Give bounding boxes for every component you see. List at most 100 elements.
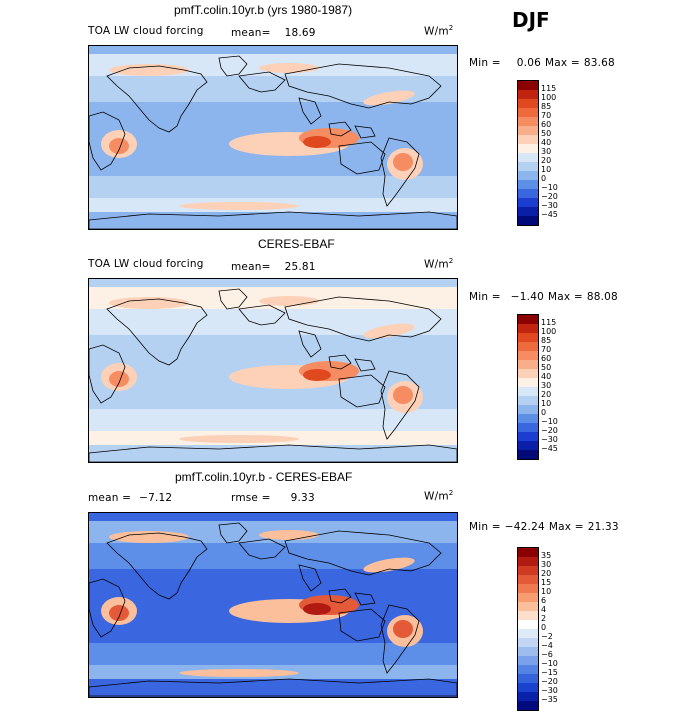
contour-region xyxy=(179,202,299,210)
colorbar-swatch xyxy=(518,584,538,593)
contour-region xyxy=(109,64,189,76)
coastline xyxy=(380,137,420,207)
contour-region xyxy=(303,603,331,615)
colorbar-swatch xyxy=(518,629,538,638)
colorbar-tick-label: 4 xyxy=(541,605,547,614)
colorbar-tick-label: 40 xyxy=(541,138,552,147)
panel2-mean: mean= 25.81 xyxy=(231,261,316,273)
contour-region xyxy=(179,435,299,443)
colorbar-swatch xyxy=(518,189,538,198)
coastline xyxy=(338,141,386,175)
panel1-mean: mean= 18.69 xyxy=(231,27,316,39)
colorbar-tick-label: 85 xyxy=(541,102,552,111)
colorbar-swatch xyxy=(518,351,538,360)
contour-region xyxy=(109,138,129,154)
colorbar-tick-label: 40 xyxy=(541,372,552,381)
colorbar-tick-label: −10 xyxy=(541,417,558,426)
colorbar-tick-label: 2 xyxy=(541,614,547,623)
colorbar-swatch xyxy=(518,432,538,441)
colorbar-tick-label: 0 xyxy=(541,623,547,632)
colorbar-swatch xyxy=(518,198,538,207)
coastline xyxy=(89,111,126,171)
colorbar-tick-label: 30 xyxy=(541,381,552,390)
colorbar-tick-label: 70 xyxy=(541,111,552,120)
colorbar-swatch xyxy=(518,557,538,566)
colorbar-swatches xyxy=(517,547,539,711)
colorbar-swatch xyxy=(518,387,538,396)
coastline xyxy=(89,678,457,697)
coastline xyxy=(354,592,376,606)
colorbar-tick-label: 100 xyxy=(541,93,557,102)
panel2-minmax: Min = −1.40 Max = 88.08 xyxy=(469,291,618,303)
coastline xyxy=(89,211,457,229)
contour-region xyxy=(109,371,129,387)
panel3-colorbar: 35 30 20 15 10 6 4 2 0 −2 −4 −6 −10 −15 −20 −30 −35 xyxy=(517,547,558,711)
colorbar-tick-label: −20 xyxy=(541,426,558,435)
colorbar-swatch xyxy=(518,162,538,171)
contour-region xyxy=(393,620,413,638)
colorbar-tick-label: 15 xyxy=(541,578,552,587)
colorbar-swatch xyxy=(518,135,538,144)
coastline xyxy=(89,578,126,638)
colorbar-swatch xyxy=(518,126,538,135)
colorbar-swatch xyxy=(518,207,538,216)
coastline xyxy=(284,63,442,109)
colorbar-swatch xyxy=(518,342,538,351)
colorbar-tick-label: 35 xyxy=(541,551,552,560)
colorbar-swatch xyxy=(518,683,538,692)
colorbar-tick-label: 20 xyxy=(541,390,552,399)
colorbar-tick-label: 10 xyxy=(541,587,552,596)
coastline xyxy=(380,370,420,440)
contour-region xyxy=(303,369,331,381)
coastline xyxy=(238,538,286,560)
contour-region xyxy=(363,90,415,106)
colorbar-tick-label: −2 xyxy=(541,632,553,641)
colorbar-tick-label: 60 xyxy=(541,354,552,363)
panel1-units: W/m2 xyxy=(424,24,454,38)
coastline xyxy=(238,304,286,326)
colorbar-swatch xyxy=(518,656,538,665)
contour-region xyxy=(259,530,319,540)
coastline xyxy=(89,444,457,462)
coastline xyxy=(238,71,286,93)
season-label: DJF xyxy=(512,8,550,32)
panel1-title: pmfT.colin.10yr.b (yrs 1980-1987) xyxy=(174,3,353,17)
coastline xyxy=(284,296,442,342)
colorbar-swatch xyxy=(518,315,538,324)
coastline xyxy=(218,522,248,544)
contour-region xyxy=(259,296,319,306)
contour-region xyxy=(109,297,189,309)
colorbar-swatch xyxy=(518,450,538,459)
colorbar-tick-label: 50 xyxy=(541,363,552,372)
colorbar-tick-label: 6 xyxy=(541,596,547,605)
contour-region xyxy=(303,136,331,148)
colorbar-tick-label: −10 xyxy=(541,183,558,192)
colorbar-swatch xyxy=(518,548,538,557)
colorbar-tick-label: 0 xyxy=(541,408,547,417)
colorbar-swatch xyxy=(518,171,538,180)
colorbar-swatch xyxy=(518,701,538,710)
colorbar-swatch xyxy=(518,324,538,333)
colorbar-tick-label: −30 xyxy=(541,686,558,695)
panel1-variable: TOA LW cloud forcing xyxy=(88,25,204,37)
coastline xyxy=(298,97,322,125)
colorbar-tick-label: 0 xyxy=(541,174,547,183)
coastline xyxy=(284,530,442,576)
contour-region xyxy=(393,386,413,404)
panel1-map xyxy=(88,45,458,230)
colorbar-tick-label: −20 xyxy=(541,677,558,686)
panel2-units: W/m2 xyxy=(424,257,454,271)
colorbar-tick-label: −15 xyxy=(541,668,558,677)
colorbar-tick-label: −20 xyxy=(541,192,558,201)
colorbar-swatch xyxy=(518,369,538,378)
colorbar-tick-label: 85 xyxy=(541,336,552,345)
colorbar-tick-label: −35 xyxy=(541,695,558,704)
colorbar-swatch xyxy=(518,602,538,611)
colorbar-tick-label: −4 xyxy=(541,641,553,650)
colorbar-swatch xyxy=(518,414,538,423)
panel3-rmse: rmse = 9.33 xyxy=(231,492,315,504)
colorbar-tick-label: 10 xyxy=(541,399,552,408)
coastline xyxy=(298,330,322,358)
coastline xyxy=(354,358,376,372)
coastline xyxy=(218,288,248,310)
